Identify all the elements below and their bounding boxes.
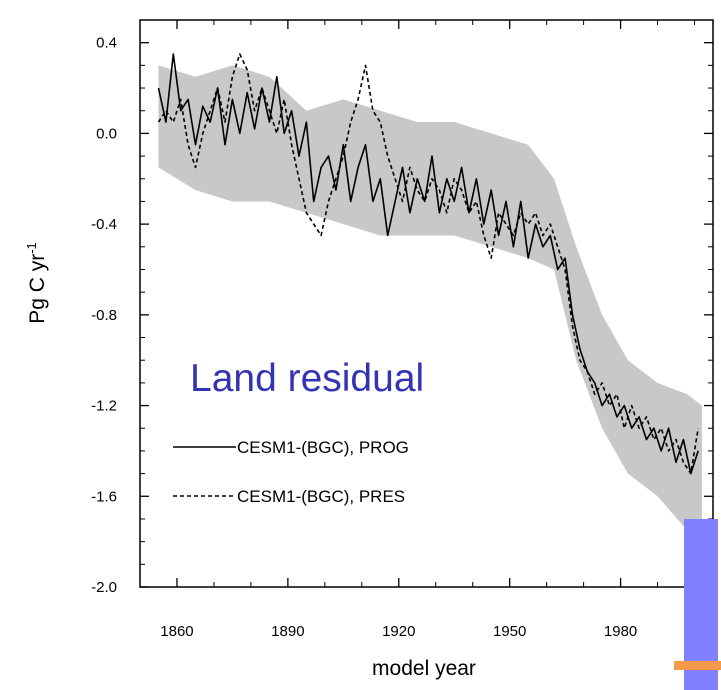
y-tick-label-5: -1.6 [91, 488, 117, 505]
land-residual-annotation: Land residual [190, 357, 424, 400]
tick-labels-layer: 1860 1890 1920 1950 1980 0.4 0.0 -0.4 -0.8 -1.2 -1… [91, 35, 637, 640]
ticks-layer [139, 19, 713, 588]
y-tick-label-0: 0.4 [96, 35, 117, 52]
overlay-orange-bar [674, 661, 721, 670]
spread-band [158, 65, 702, 553]
x-tick-label-1920: 1920 [382, 623, 415, 640]
x-tick-label-1890: 1890 [271, 623, 304, 640]
y-tick-label-1: 0.0 [96, 125, 117, 142]
series-layer [157, 53, 699, 475]
x-tick-label-1950: 1950 [493, 623, 526, 640]
series-line-pres [157, 53, 699, 475]
x-tick-label-1980: 1980 [604, 623, 637, 640]
y-tick-label-6: -2.0 [91, 579, 117, 596]
plot-frame [139, 19, 714, 588]
y-tick-label-2: -0.4 [91, 216, 117, 233]
y-axis-title-main: Pg C yr [26, 254, 49, 324]
x-tick-label-1860: 1860 [160, 623, 193, 640]
spread-band-layer [158, 65, 702, 553]
y-axis-title-superscript: -1 [24, 242, 39, 254]
y-axis-title: Pg C yr-1 [24, 242, 49, 324]
legend: CESM1-(BGC), PROG CESM1-(BGC), PRES [173, 438, 409, 506]
y-tick-label-3: -0.8 [91, 307, 117, 324]
series-line-prog [157, 53, 699, 475]
y-tick-label-4: -1.2 [91, 398, 117, 415]
legend-label-prog: CESM1-(BGC), PROG [237, 438, 409, 457]
x-axis-title: model year [372, 657, 476, 680]
legend-label-pres: CESM1-(BGC), PRES [237, 487, 405, 506]
